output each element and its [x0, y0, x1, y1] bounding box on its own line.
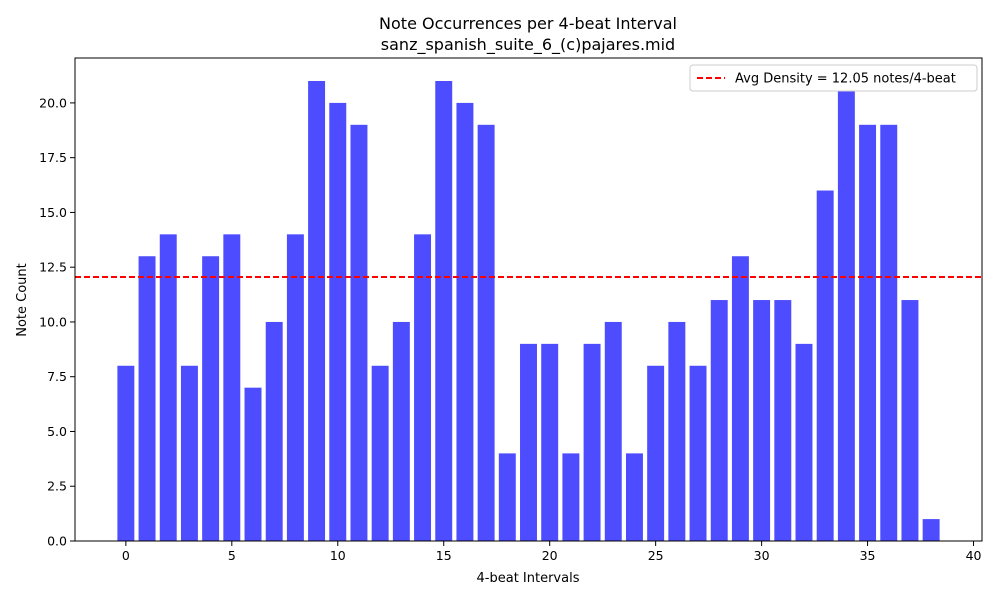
bar-11 — [350, 124, 368, 542]
bar-2 — [159, 234, 177, 542]
x-tick-label: 40 — [966, 548, 982, 563]
y-tick-label: 15.0 — [39, 205, 67, 220]
x-axis-ticks: 0 5 10 15 20 25 30 35 40 — [122, 541, 982, 563]
y-tick-label: 7.5 — [47, 369, 67, 384]
x-tick-label: 5 — [228, 548, 236, 563]
y-axis-ticks: 0.0 2.5 5.0 7.5 10.0 12.5 15.0 17.5 20.0 — [39, 95, 75, 549]
y-tick-label: 10.0 — [39, 314, 67, 329]
bar-34 — [837, 81, 855, 541]
bar-3 — [180, 365, 198, 541]
bar-10 — [329, 102, 347, 542]
bar-29 — [731, 256, 749, 541]
bar-32 — [795, 343, 813, 541]
x-tick-label: 10 — [330, 548, 346, 563]
legend-average-label: Avg Density = 12.05 notes/4-beat — [735, 72, 956, 87]
bar-7 — [265, 321, 283, 541]
x-tick-label: 30 — [754, 548, 770, 563]
x-tick-label: 20 — [542, 548, 558, 563]
chart-subtitle: sanz_spanish_suite_6_(c)pajares.mid — [381, 35, 675, 55]
bar-9 — [308, 81, 326, 541]
bar-16 — [456, 102, 474, 542]
x-tick-label: 15 — [436, 548, 452, 563]
y-tick-label: 0.0 — [47, 534, 67, 549]
legend: Avg Density = 12.05 notes/4-beat — [689, 64, 978, 92]
bar-25 — [647, 365, 665, 541]
bar-5 — [223, 234, 241, 542]
bar-33 — [816, 190, 834, 541]
bar-18 — [498, 453, 516, 541]
bar-1 — [138, 256, 156, 541]
bar-26 — [668, 321, 686, 541]
y-tick-label: 5.0 — [47, 424, 67, 439]
bar-0 — [117, 365, 135, 541]
x-tick-label: 35 — [860, 548, 876, 563]
y-tick-label: 12.5 — [39, 260, 67, 275]
bar-23 — [604, 321, 622, 541]
bar-8 — [286, 234, 304, 542]
legend-box — [689, 64, 978, 92]
bar-20 — [541, 343, 559, 541]
x-tick-label: 0 — [122, 548, 130, 563]
bar-13 — [392, 321, 410, 541]
chart-title: Note Occurrences per 4-beat Interval — [379, 14, 677, 33]
bars-group — [117, 81, 940, 542]
bar-6 — [244, 387, 262, 541]
x-axis-label: 4-beat Intervals — [477, 571, 580, 586]
bar-4 — [202, 256, 220, 541]
bar-37 — [901, 300, 919, 541]
y-tick-label: 20.0 — [39, 95, 67, 110]
y-axis-label: Note Count — [15, 263, 30, 337]
bar-19 — [520, 343, 537, 541]
bar-24 — [625, 453, 643, 541]
bar-31 — [774, 300, 792, 541]
bar-17 — [477, 124, 495, 542]
plot-frame — [74, 57, 983, 542]
bar-21 — [562, 453, 580, 541]
bar-28 — [710, 300, 728, 541]
bar-22 — [583, 343, 601, 541]
y-tick-label: 2.5 — [47, 479, 67, 494]
bar-35 — [859, 124, 877, 542]
bar-38 — [922, 519, 940, 541]
bar-12 — [371, 365, 389, 541]
bar-30 — [753, 300, 771, 541]
bar-14 — [414, 234, 432, 542]
y-tick-label: 17.5 — [39, 150, 67, 165]
bar-27 — [689, 365, 707, 541]
bar-15 — [435, 81, 453, 541]
bar-36 — [880, 124, 898, 542]
x-tick-label: 25 — [648, 548, 664, 563]
